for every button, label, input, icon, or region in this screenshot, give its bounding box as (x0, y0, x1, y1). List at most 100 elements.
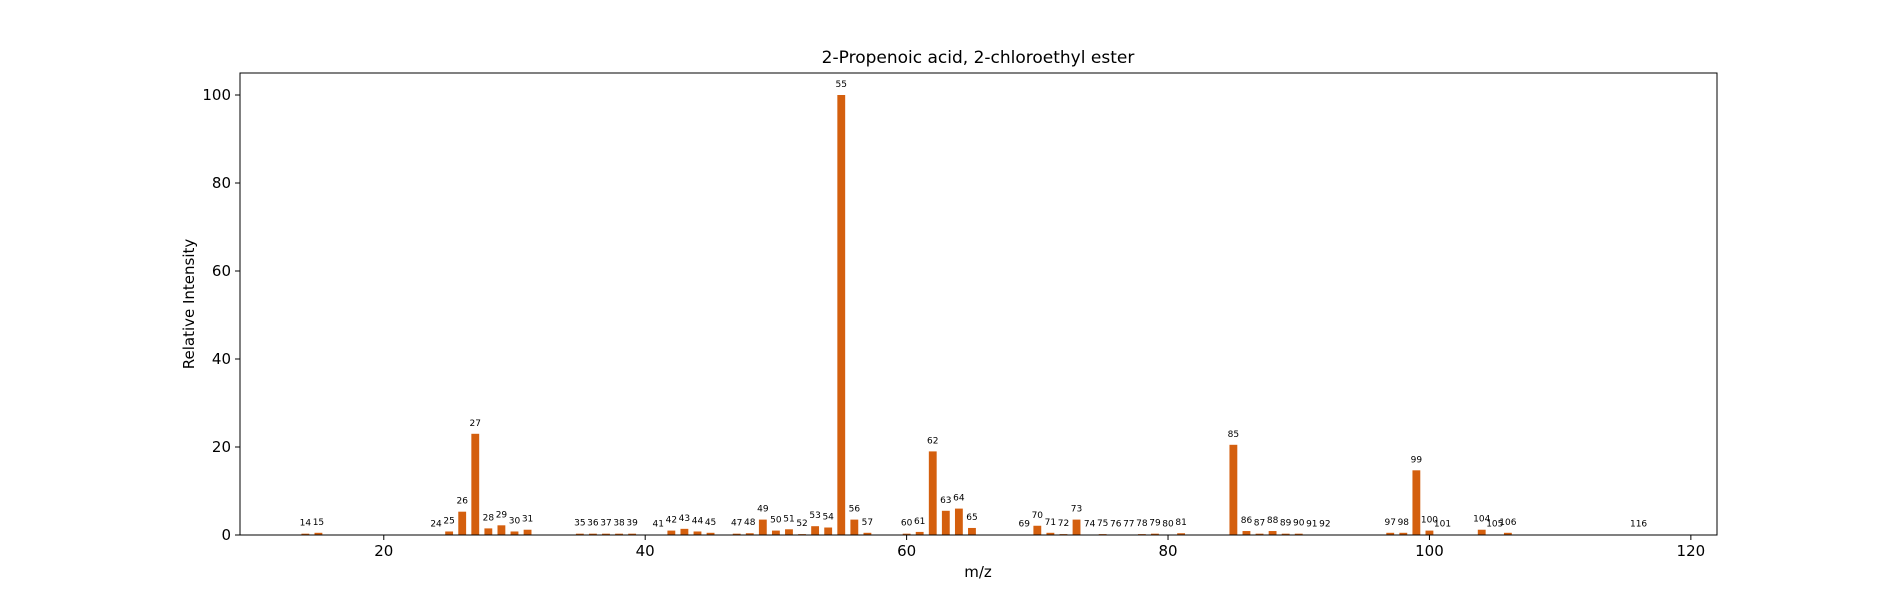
bar-mz-106 (1503, 532, 1512, 535)
bar-mz-55 (837, 95, 846, 535)
peak-label-69: 69 (1019, 520, 1031, 530)
bar-mz-44 (693, 531, 702, 535)
y-tick-label: 40 (212, 350, 231, 368)
peak-label-81: 81 (1175, 518, 1186, 528)
bar-mz-25 (445, 531, 454, 535)
peak-label-57: 57 (862, 518, 873, 528)
peak-label-51: 51 (783, 514, 794, 524)
peak-label-88: 88 (1267, 516, 1279, 526)
peak-label-92: 92 (1319, 520, 1330, 530)
peak-label-26: 26 (456, 497, 468, 507)
bar-mz-100 (1425, 530, 1434, 535)
peak-label-106: 106 (1499, 518, 1516, 528)
x-tick-label: 40 (636, 542, 655, 560)
peak-label-36: 36 (587, 519, 599, 529)
bar-mz-43 (680, 528, 689, 535)
bar-mz-73 (1072, 519, 1081, 535)
peak-label-104: 104 (1473, 515, 1490, 525)
peak-label-70: 70 (1032, 511, 1044, 521)
bar-mz-50 (771, 530, 780, 535)
y-tick-label: 100 (202, 86, 231, 104)
y-tick-label: 80 (212, 174, 231, 192)
plot-area-frame (239, 72, 1718, 536)
peak-label-42: 42 (666, 516, 677, 526)
bar-mz-36 (588, 533, 597, 535)
peak-label-53: 53 (809, 511, 820, 521)
bar-mz-86 (1242, 531, 1251, 535)
y-axis-label: Relative Intensity (180, 239, 198, 370)
peak-label-97: 97 (1385, 518, 1396, 528)
bar-mz-26 (458, 511, 467, 535)
peak-label-85: 85 (1228, 430, 1239, 440)
peak-label-78: 78 (1136, 519, 1148, 529)
peak-label-27: 27 (470, 419, 481, 429)
bar-mz-97 (1386, 532, 1395, 535)
peak-label-39: 39 (626, 519, 638, 529)
peak-label-48: 48 (744, 518, 756, 528)
peak-label-91: 91 (1306, 520, 1317, 530)
bar-mz-81 (1177, 533, 1186, 535)
peak-label-72: 72 (1058, 519, 1069, 529)
bar-mz-28 (484, 528, 493, 535)
bar-mz-31 (523, 529, 532, 535)
bar-mz-70 (1033, 525, 1042, 535)
peak-label-75: 75 (1097, 519, 1108, 529)
peak-label-105: 105 (1486, 520, 1503, 530)
peak-label-25: 25 (443, 516, 454, 526)
bar-mz-27 (471, 433, 480, 535)
bar-mz-47 (732, 533, 741, 535)
x-tick-label: 20 (374, 542, 393, 560)
bar-mz-38 (615, 533, 623, 535)
bar-mz-104 (1477, 529, 1486, 535)
x-axis-label: m/z (964, 563, 992, 581)
peak-label-73: 73 (1071, 505, 1082, 515)
y-tick-label: 20 (212, 438, 231, 456)
peak-label-80: 80 (1162, 520, 1174, 530)
peak-label-89: 89 (1280, 519, 1292, 529)
peak-label-86: 86 (1241, 516, 1253, 526)
y-tick-label: 60 (212, 262, 231, 280)
peak-label-49: 49 (757, 505, 769, 515)
bar-mz-64 (954, 508, 963, 535)
peak-label-52: 52 (796, 519, 807, 529)
bar-mz-54 (824, 527, 833, 535)
bar-mz-79 (1151, 533, 1159, 535)
peak-label-60: 60 (901, 519, 913, 529)
peak-label-71: 71 (1045, 518, 1056, 528)
bar-mz-99 (1412, 470, 1421, 535)
peak-label-62: 62 (927, 436, 938, 446)
bar-mz-45 (706, 532, 715, 535)
bar-mz-37 (602, 533, 610, 535)
x-tick-label: 120 (1677, 542, 1706, 560)
peak-label-15: 15 (313, 518, 324, 528)
bar-mz-60 (902, 533, 911, 535)
peak-label-28: 28 (483, 513, 495, 523)
bar-mz-89 (1281, 533, 1290, 535)
peak-label-116: 116 (1630, 520, 1647, 530)
peak-label-38: 38 (613, 519, 625, 529)
bar-mz-53 (811, 526, 820, 535)
peak-label-30: 30 (509, 516, 521, 526)
peak-label-14: 14 (300, 519, 312, 529)
bar-mz-39 (628, 533, 637, 535)
x-tick-label: 80 (1158, 542, 1177, 560)
peak-label-29: 29 (496, 510, 508, 520)
peak-label-79: 79 (1149, 519, 1161, 529)
peak-label-74: 74 (1084, 520, 1096, 530)
peak-label-99: 99 (1411, 455, 1423, 465)
chart-title: 2-Propenoic acid, 2-chloroethyl ester (822, 48, 1135, 68)
bar-mz-35 (575, 533, 584, 535)
bar-mz-57 (863, 532, 872, 535)
peak-label-31: 31 (522, 515, 533, 525)
peak-label-54: 54 (822, 513, 834, 523)
bar-mz-48 (745, 533, 754, 535)
peak-label-55: 55 (836, 80, 847, 90)
bar-mz-51 (785, 529, 793, 535)
bar-mz-29 (497, 525, 506, 535)
peak-label-44: 44 (692, 516, 704, 526)
peak-label-35: 35 (574, 519, 585, 529)
x-tick-label: 60 (897, 542, 916, 560)
bar-mz-56 (850, 519, 859, 535)
